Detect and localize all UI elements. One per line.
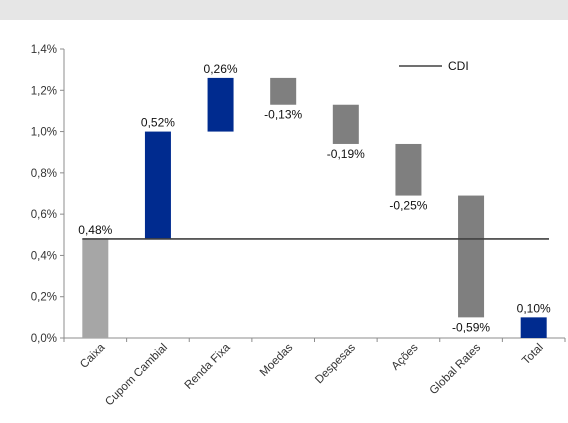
data-label: 0,52% (141, 116, 175, 130)
x-tick-label: Cupom Cambial (103, 342, 170, 409)
data-label: -0,13% (264, 108, 302, 122)
data-label: 0,10% (517, 301, 551, 315)
data-label: 0,48% (78, 223, 112, 237)
bar-moedas (270, 78, 296, 105)
chart-legend: CDI (399, 59, 469, 73)
legend-cdi-label: CDI (448, 59, 469, 73)
x-tick-label: Ações (389, 341, 420, 372)
bar-cupom-cambial (145, 132, 171, 239)
x-tick-label: Total (520, 342, 546, 368)
data-label: -0,25% (389, 199, 427, 213)
y-tick-label: 0,0% (31, 333, 57, 345)
data-label: 0,26% (204, 62, 238, 76)
bar-caixa (82, 239, 108, 338)
x-tick-label: Global Rates (428, 341, 484, 397)
y-tick-label: 1,2% (31, 85, 57, 97)
y-tick-label: 1,4% (31, 44, 57, 56)
bar-despesas (333, 105, 359, 144)
chart-axes: 0,0% 0,2% 0,4% 0,6% 0,8% 1,0% 1,2% 1,4% (31, 44, 565, 345)
data-label: -0,59% (452, 320, 490, 334)
bar-global-rates (458, 196, 484, 318)
data-label: -0,19% (327, 147, 365, 161)
x-tick-label: Renda Fixa (183, 341, 233, 391)
x-tick-label: Caixa (78, 341, 108, 371)
y-tick-label: 1,0% (31, 127, 57, 139)
bar-renda-fixa (208, 78, 234, 132)
y-tick-label: 0,2% (31, 292, 57, 304)
bar-total (521, 317, 547, 338)
bar-a-es (395, 144, 421, 196)
y-tick-label: 0,4% (31, 250, 57, 262)
x-tick-label: Moedas (258, 341, 296, 379)
y-tick-label: 0,6% (31, 209, 57, 221)
y-tick-label: 0,8% (31, 168, 57, 180)
x-tick-label: Despesas (313, 341, 358, 386)
